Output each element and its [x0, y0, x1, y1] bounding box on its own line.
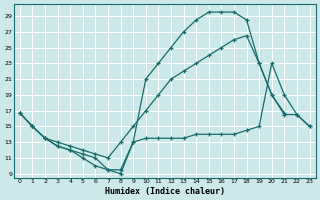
X-axis label: Humidex (Indice chaleur): Humidex (Indice chaleur) — [105, 187, 225, 196]
